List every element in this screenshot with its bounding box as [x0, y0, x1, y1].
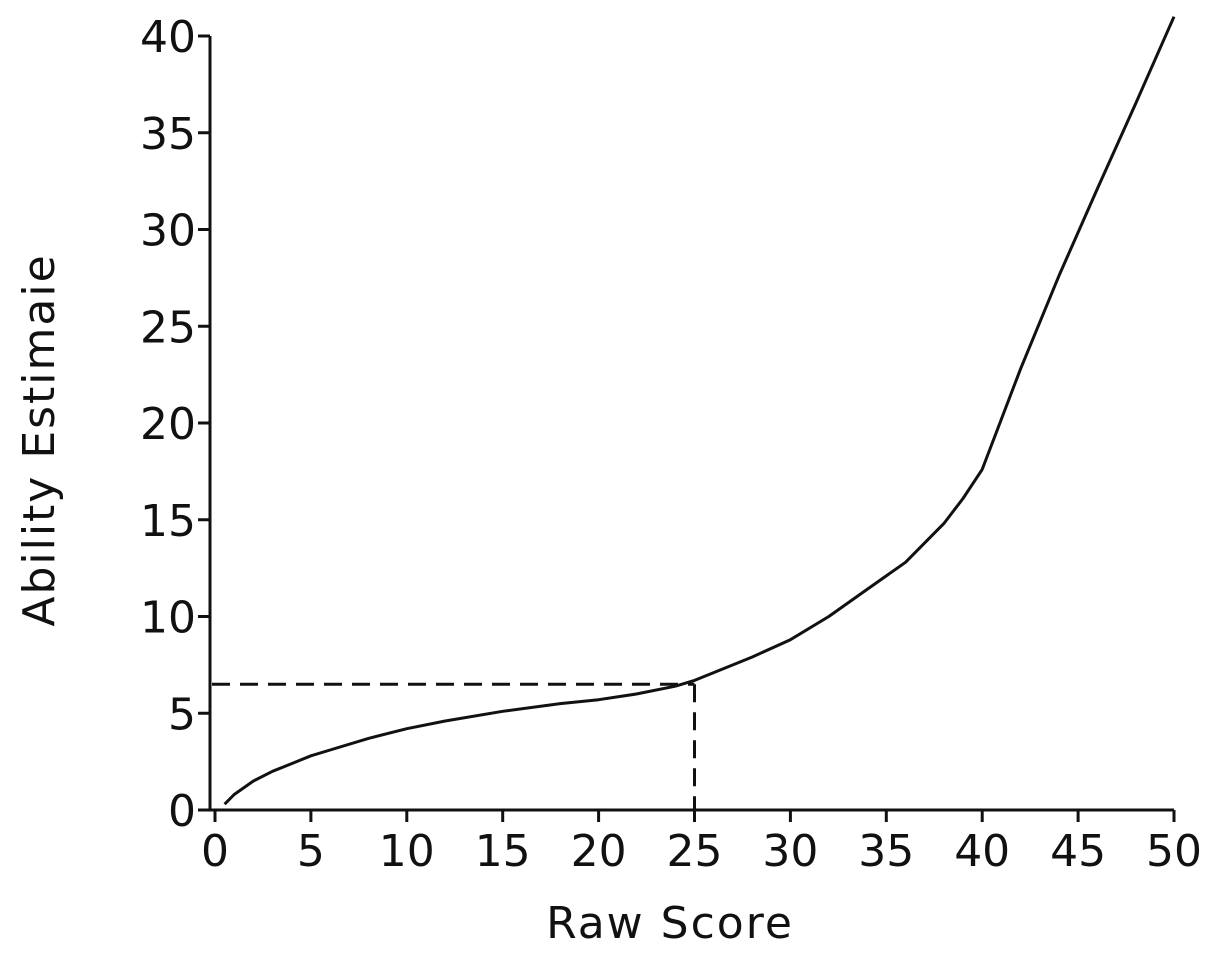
x-tick-label: 35 [858, 826, 914, 877]
x-tick-label: 45 [1050, 826, 1106, 877]
x-tick-label: 5 [297, 826, 325, 877]
x-axis-title: Raw Score [546, 898, 794, 949]
y-tick-label: 15 [140, 496, 196, 547]
ability-curve [223, 16, 1176, 806]
y-tick-label: 5 [168, 689, 196, 740]
y-tick-label: 10 [140, 593, 196, 644]
x-tick-label: 15 [475, 826, 531, 877]
y-tick-label: 25 [140, 302, 196, 353]
x-tick-label: 0 [201, 826, 229, 877]
x-tick-label: 50 [1146, 826, 1202, 877]
y-tick-label: 0 [168, 786, 196, 837]
x-tick-label: 40 [954, 826, 1010, 877]
axes [208, 36, 1174, 812]
series-group [223, 16, 1176, 806]
y-tick-label: 35 [140, 109, 196, 160]
x-ticks: 0 5 10 15 20 25 30 35 40 45 50 [201, 810, 1202, 877]
y-ticks: 0 5 10 15 20 25 30 35 40 [140, 12, 210, 837]
reference-lines [212, 682, 696, 810]
x-tick-label: 30 [762, 826, 818, 877]
y-tick-label: 30 [140, 206, 196, 257]
y-tick-label: 20 [140, 399, 196, 450]
y-tick-label: 40 [140, 12, 196, 63]
x-tick-label: 20 [571, 826, 627, 877]
x-tick-label: 10 [379, 826, 435, 877]
x-tick-label: 25 [667, 826, 723, 877]
y-axis-title: Ability Estimaie [14, 253, 65, 626]
